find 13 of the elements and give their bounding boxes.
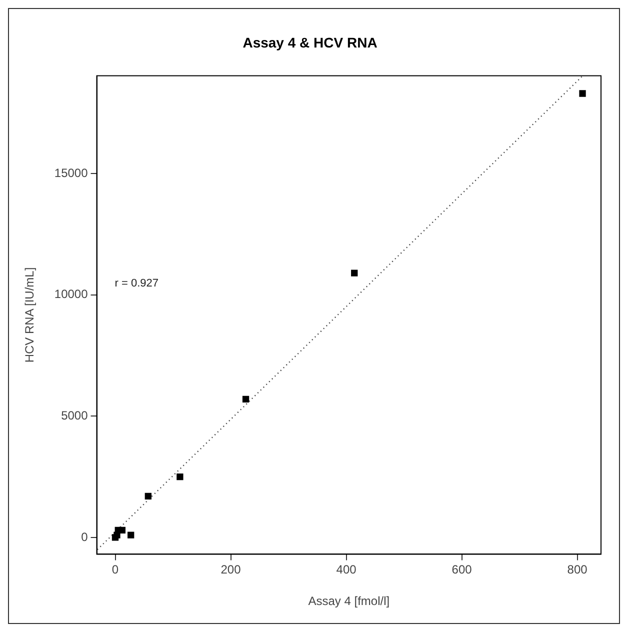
chart-title: Assay 4 & HCV RNA (242, 34, 378, 50)
y-tick-label: 0 (81, 530, 88, 544)
x-axis-title: Assay 4 [fmol/l] (308, 594, 390, 608)
x-tick-label: 400 (336, 562, 357, 577)
y-tick-label: 10000 (54, 287, 88, 302)
annotation: r = 0.927 (114, 277, 159, 290)
y-tick-label: 15000 (54, 166, 88, 180)
x-tick-label: 200 (220, 562, 242, 577)
y-tick-label: 5000 (61, 408, 88, 422)
x-tick-label: 600 (452, 562, 472, 577)
y-axis-title: HCV RNA [IU/mL] (22, 267, 37, 363)
x-tick-label: 0 (112, 562, 119, 577)
x-tick-label: 800 (567, 562, 588, 577)
